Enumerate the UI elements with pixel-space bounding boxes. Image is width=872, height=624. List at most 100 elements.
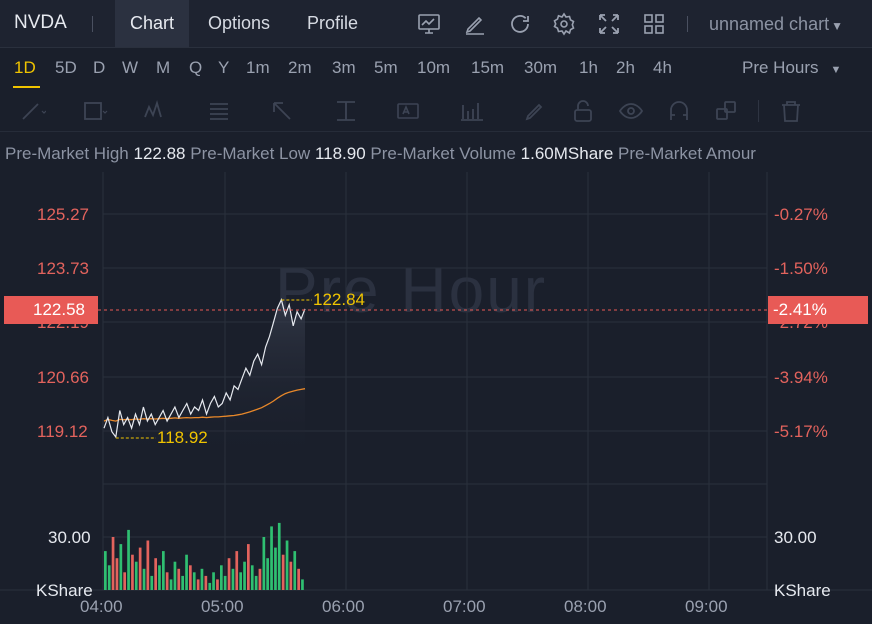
low-annotation: 118.92 — [157, 428, 208, 447]
interval-2h[interactable]: 2h — [616, 58, 635, 77]
volume-bar — [293, 551, 297, 590]
interval-w[interactable]: W — [122, 58, 139, 77]
draw-icon[interactable] — [463, 12, 487, 36]
interval-10m[interactable]: 10m — [417, 58, 451, 77]
volume-bar — [162, 551, 165, 590]
high-annotation: 122.84 — [313, 290, 365, 309]
volume-bar — [146, 540, 150, 590]
interval-15m[interactable]: 15m — [471, 58, 505, 77]
pre-market-info: Pre-Market High 122.88 Pre-Market Low 11… — [5, 144, 756, 164]
price-chart[interactable] — [0, 172, 872, 624]
amount-label: Pre-Market Amour — [618, 144, 756, 163]
volume-bar — [189, 565, 192, 590]
measure-tool-icon[interactable] — [333, 99, 359, 123]
volume-bar — [181, 575, 184, 590]
settings-icon[interactable] — [552, 12, 576, 36]
volume-bar — [289, 561, 293, 590]
interval-q[interactable]: Q — [189, 58, 203, 77]
chart-name-label: unnamed chart — [709, 14, 830, 34]
volume-bar — [169, 579, 173, 590]
interval-4h[interactable]: 4h — [653, 58, 672, 77]
pencil-icon[interactable] — [522, 99, 548, 123]
volume-bar — [220, 565, 223, 590]
volume-bar — [165, 572, 169, 590]
chart-area[interactable]: Pre Hour 125.27 123.73 122.19 120.66 119… — [0, 172, 872, 624]
divider — [758, 100, 759, 122]
fullscreen-icon[interactable] — [597, 12, 621, 36]
volume-bar — [177, 568, 181, 590]
interval-2m[interactable]: 2m — [288, 58, 312, 77]
volume-bar — [123, 572, 126, 590]
volume-bar — [235, 551, 239, 590]
volume-bar — [227, 558, 231, 590]
interval-1h[interactable]: 1h — [579, 58, 598, 77]
arrow-tool-icon[interactable] — [270, 99, 296, 123]
interval-m[interactable]: M — [156, 58, 171, 77]
price-area — [104, 299, 305, 462]
caret-down-icon: ▼ — [831, 19, 843, 33]
copy-icon[interactable] — [714, 99, 740, 123]
interval-3m[interactable]: 3m — [332, 58, 356, 77]
percent-tick: -3.94% — [774, 368, 828, 387]
volume-bar — [200, 568, 204, 590]
eye-icon[interactable] — [618, 99, 644, 123]
volume-bar — [196, 579, 200, 590]
indicator-icon[interactable] — [417, 12, 441, 36]
volume-bar — [208, 582, 212, 590]
volume-bar — [185, 554, 188, 590]
volume-profile-tool-icon[interactable] — [459, 99, 485, 123]
volume-label: Pre-Market Volume — [370, 144, 516, 163]
trash-icon[interactable] — [778, 99, 804, 123]
ticker-symbol[interactable]: NVDA — [14, 12, 67, 33]
tab-options[interactable]: Options — [208, 13, 271, 33]
interval-d[interactable]: D — [93, 58, 106, 77]
volume-bar — [154, 558, 157, 590]
volume-bar — [258, 568, 262, 590]
volume-bar — [223, 575, 227, 590]
percent-tick: -1.50% — [774, 259, 828, 278]
trend-line-tool-icon[interactable] — [20, 99, 46, 123]
tab-chart[interactable]: Chart — [115, 0, 190, 47]
volume-bar — [107, 565, 111, 590]
interval-1m[interactable]: 1m — [246, 58, 270, 77]
volume-bar — [285, 540, 289, 590]
lock-icon[interactable] — [570, 99, 596, 123]
drawing-toolbar — [0, 90, 872, 132]
chart-name-dropdown[interactable]: unnamed chart ▼ — [709, 14, 843, 35]
volume-bar — [212, 572, 215, 590]
volume-bar — [111, 537, 115, 590]
top-bar: NVDA Chart Options Profile unnamed chart… — [0, 0, 872, 48]
refresh-icon[interactable] — [508, 12, 532, 36]
price-tick: 125.27 — [37, 205, 89, 224]
interval-y[interactable]: Y — [218, 58, 230, 77]
layout-icon[interactable] — [642, 12, 666, 36]
volume-unit: KShare — [36, 581, 93, 600]
volume-bar — [250, 565, 254, 590]
divider — [92, 16, 93, 32]
volume-bar — [127, 529, 130, 590]
price-tick: 119.12 — [37, 422, 88, 441]
volume-bar — [104, 551, 107, 590]
interval-30m[interactable]: 30m — [524, 58, 558, 77]
interval-1d[interactable]: 1D — [14, 58, 36, 77]
volume-bar — [247, 544, 250, 590]
time-tick: 07:00 — [443, 597, 486, 616]
watermark: Pre Hour — [275, 254, 548, 326]
interval-5d[interactable]: 5D — [55, 58, 77, 77]
tab-profile[interactable]: Profile — [307, 13, 359, 33]
volume-bar — [131, 554, 134, 590]
fibonacci-tool-icon[interactable] — [207, 99, 233, 123]
volume-bar — [150, 575, 154, 590]
rectangle-tool-icon[interactable] — [82, 99, 108, 123]
volume-bar — [115, 558, 119, 590]
time-tick: 05:00 — [201, 597, 244, 616]
session-dropdown[interactable]: Pre Hours ▼ — [742, 58, 841, 78]
caret-down-icon: ▼ — [830, 64, 842, 76]
magnet-icon[interactable] — [666, 99, 692, 123]
percent-tick: -0.27% — [774, 205, 828, 224]
interval-5m[interactable]: 5m — [374, 58, 398, 77]
text-tool-icon[interactable] — [396, 99, 422, 123]
pattern-tool-icon[interactable] — [143, 99, 169, 123]
volume-tick: 30.00 — [774, 528, 817, 547]
